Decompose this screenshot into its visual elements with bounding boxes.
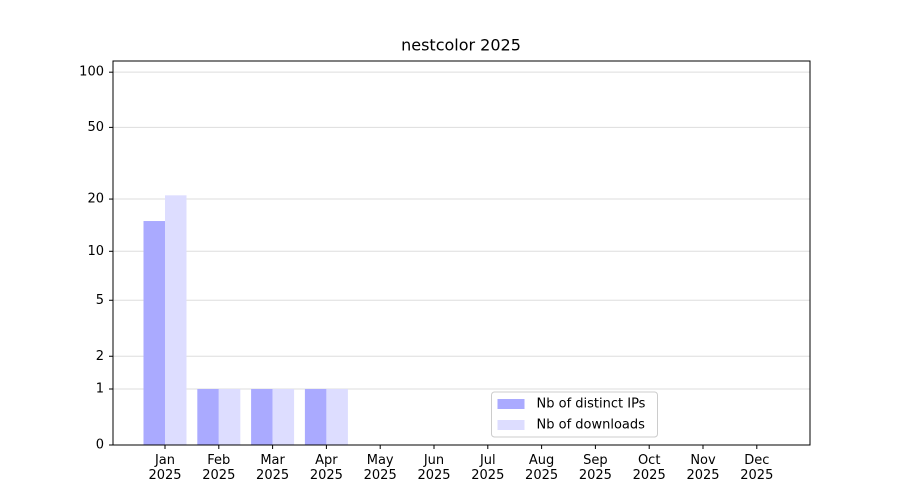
x-tick-label: Jul 2025 (471, 453, 505, 483)
bar (197, 389, 219, 445)
legend-box (491, 391, 658, 438)
y-tick-label: 2 (96, 349, 104, 364)
bar (218, 389, 241, 445)
legend: Nb of distinct IPs Nb of downloads (491, 391, 658, 438)
x-tick-label: May 2025 (363, 453, 397, 483)
y-tick-label: 20 (87, 192, 104, 207)
legend-swatch (497, 420, 525, 430)
bar (304, 389, 327, 445)
y-tick-label: 10 (87, 244, 104, 259)
bar (165, 195, 187, 445)
legend-label: Nb of distinct IPs (537, 397, 646, 412)
x-tick-label: Dec 2025 (740, 453, 774, 483)
y-tick-label: 100 (79, 65, 104, 80)
y-tick-label: 50 (87, 120, 104, 135)
x-tick-label: Mar 2025 (256, 453, 290, 483)
x-tick-label: Oct 2025 (632, 453, 666, 483)
x-tick-label: Apr 2025 (309, 453, 343, 483)
y-tick-label: 5 (96, 293, 104, 308)
x-tick-label: Aug 2025 (525, 453, 559, 483)
y-tick-label: 0 (96, 438, 104, 453)
x-tick-label: Jun 2025 (417, 453, 451, 483)
y-tick-label: 1 (96, 382, 104, 397)
x-tick-label: Nov 2025 (686, 453, 720, 483)
plot-frame (112, 60, 811, 446)
bar (143, 221, 165, 445)
bar (251, 389, 273, 445)
legend-label: Nb of downloads (537, 418, 646, 433)
x-tick-label: Feb 2025 (202, 453, 236, 483)
chart-title: nestcolor 2025 (401, 36, 521, 55)
x-tick-label: Jan 2025 (148, 453, 182, 483)
bar (326, 389, 348, 445)
x-tick-label: Sep 2025 (578, 453, 612, 483)
legend-swatch (497, 399, 525, 409)
bar (272, 389, 295, 445)
